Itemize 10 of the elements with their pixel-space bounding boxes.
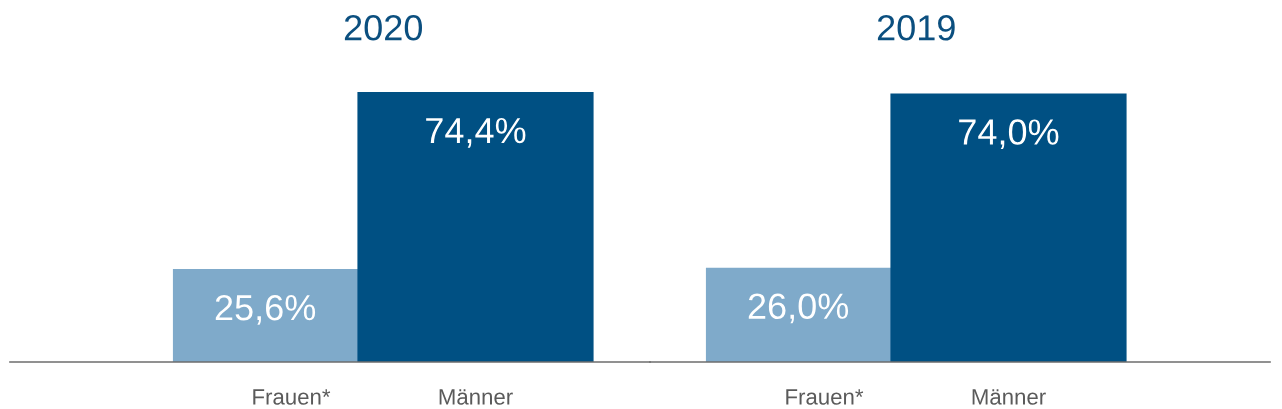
x-tick-label: Männer — [439, 389, 513, 405]
x-tick-label: Männer — [972, 389, 1046, 405]
x-tick-label: Frauen* — [253, 389, 331, 405]
data-label: 25,6% — [215, 294, 316, 325]
x-tick-label: Frauen* — [786, 389, 864, 405]
data-label: 26,0% — [748, 293, 849, 324]
data-label: 74,4% — [426, 117, 526, 148]
chart-title: 2020 — [344, 15, 423, 41]
data-label: 74,0% — [959, 119, 1059, 150]
chart-title: 2019 — [877, 15, 955, 41]
